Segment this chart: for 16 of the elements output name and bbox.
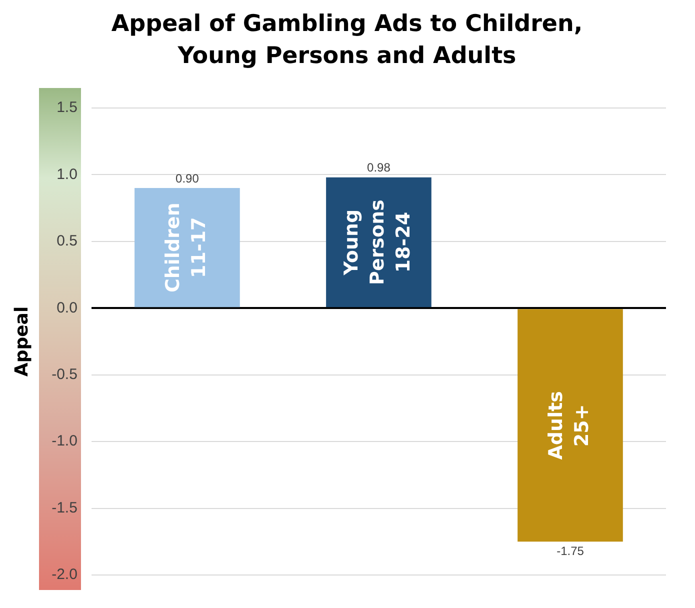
y-tick-label: -1.5: [52, 499, 78, 516]
x-tick-label: Young Persons 18-24: [340, 200, 415, 285]
y-tick-label: 1.5: [56, 99, 78, 116]
x-tick-label: Children 11-17: [162, 202, 210, 293]
x-tick-label: Adults 25+: [545, 391, 594, 460]
y-tick-label: 0.0: [56, 299, 78, 316]
data-label: 0.98: [367, 160, 391, 175]
y-axis-title: Appeal: [11, 306, 32, 377]
y-tick-label: -0.5: [52, 366, 78, 383]
chart-title: Appeal of Gambling Ads to Children, Young Persons and Adults: [110, 10, 584, 71]
y-tick-label: -1.0: [52, 432, 78, 450]
y-tick-label: -2.0: [52, 566, 78, 584]
data-label: 0.90: [176, 171, 200, 186]
y-tick-label: 0.5: [56, 232, 78, 250]
data-label: -1.75: [556, 544, 584, 558]
y-tick-label: 1.0: [56, 166, 78, 183]
